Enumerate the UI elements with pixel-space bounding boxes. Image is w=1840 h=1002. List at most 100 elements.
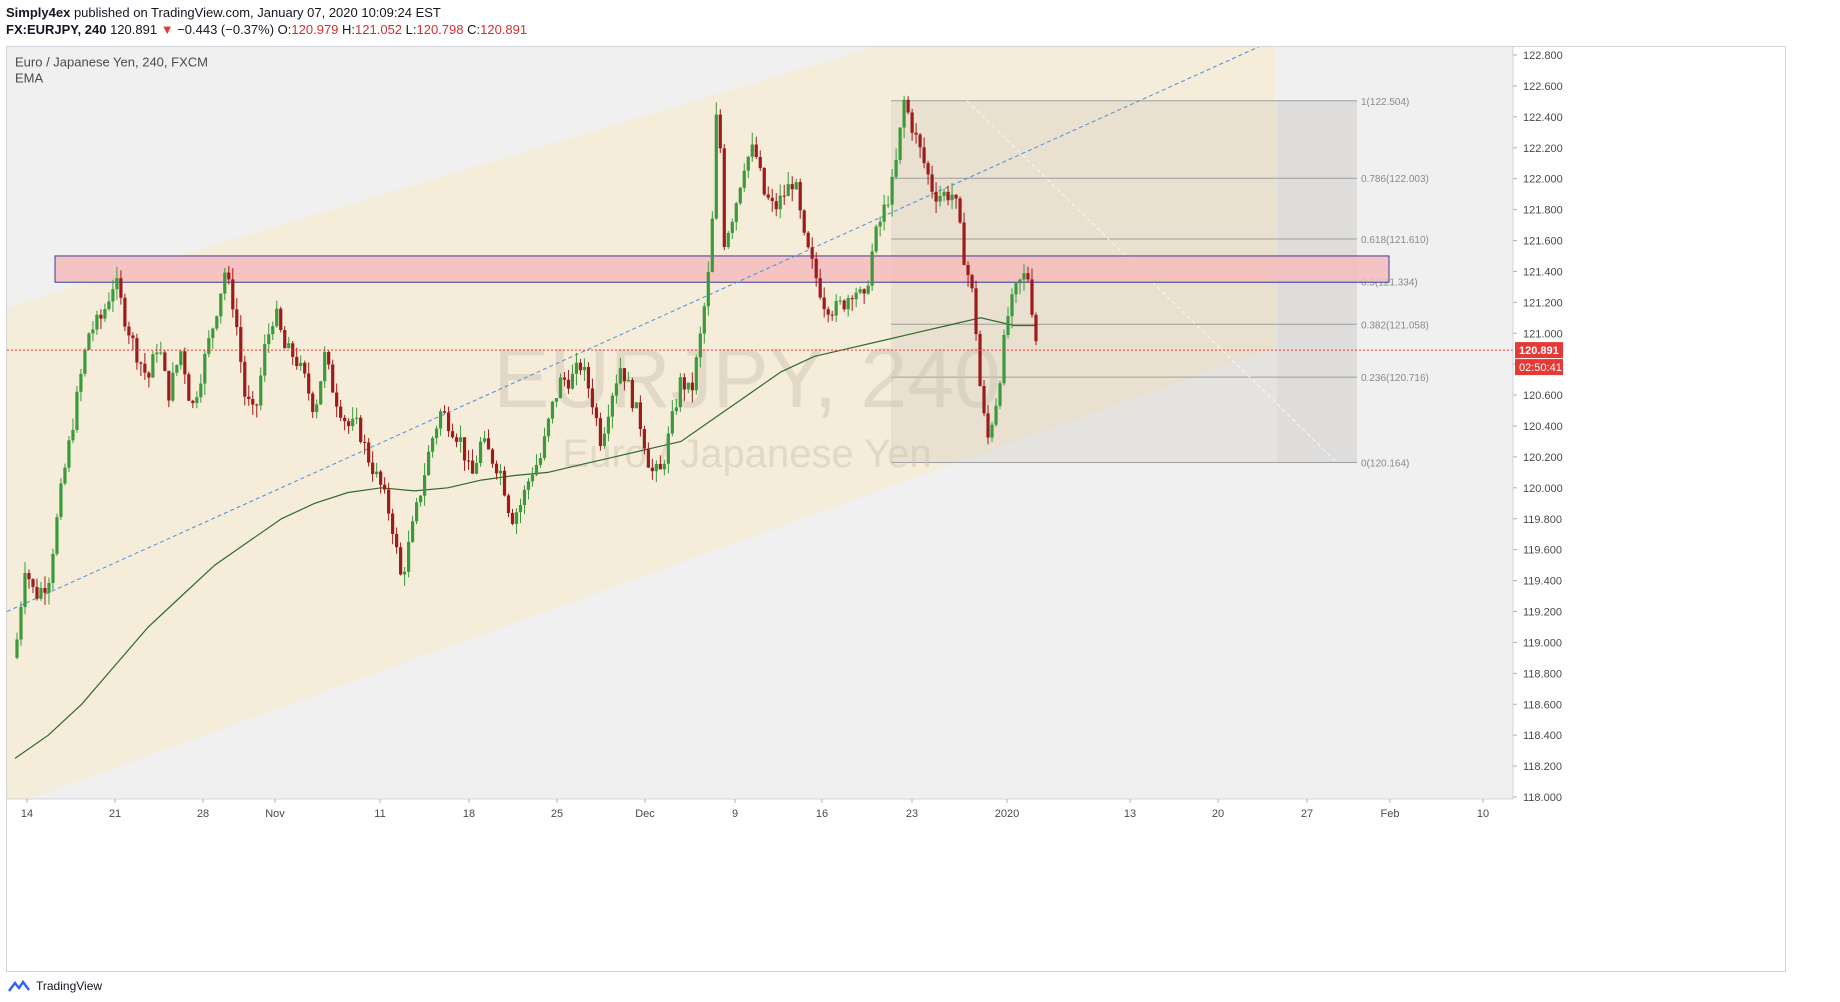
y-tick-label-0: 122.800 [1523, 50, 1563, 62]
legend-indicator[interactable]: EMA [15, 71, 44, 86]
candle-body-165 [674, 407, 678, 412]
candle-body-66 [279, 308, 283, 330]
candle-body-50 [215, 316, 219, 329]
y-tick-label-13: 120.200 [1523, 452, 1563, 464]
publisher-name[interactable]: Simply4ex [6, 5, 71, 20]
candle-body-57 [243, 361, 247, 397]
x-tick-label-5: 18 [463, 808, 475, 820]
tradingview-logo-icon[interactable] [8, 979, 30, 993]
candle-body-142 [582, 366, 587, 371]
candle-body-48 [207, 338, 211, 354]
candle-body-44 [191, 400, 195, 404]
candle-body-81 [339, 406, 343, 418]
candle-body-187 [762, 167, 766, 195]
candle-body-13 [67, 440, 71, 468]
candle-body-31 [139, 362, 143, 364]
candle-body-27 [123, 297, 127, 327]
candle-body-220 [894, 159, 898, 177]
candle-body-216 [878, 221, 882, 227]
candle-body-20 [95, 314, 99, 330]
trendline-layer [7, 47, 1260, 612]
candle-body-4 [31, 579, 35, 587]
legend-instrument[interactable]: Euro / Japanese Yen, 240, FXCM [15, 55, 208, 70]
ema-layer [14, 317, 1038, 759]
last-price-badge [1515, 342, 1563, 359]
candle-body-247 [1002, 335, 1006, 384]
candle-body-136 [558, 377, 563, 399]
candle-body-43 [187, 374, 191, 401]
y-tick-label-2: 122.400 [1523, 112, 1563, 124]
candle-body-138 [566, 379, 571, 389]
candle-body-90 [375, 471, 379, 475]
candle-body-96 [399, 547, 403, 575]
candle-body-202 [822, 297, 826, 310]
candle-body-7 [43, 587, 47, 593]
candle-body-131 [538, 458, 543, 465]
candle-body-47 [203, 353, 207, 384]
candle-body-137 [562, 377, 567, 380]
candle-body-115 [474, 463, 479, 474]
candle-body-172 [702, 306, 706, 334]
candle-body-103 [426, 451, 431, 476]
candle-body-156 [638, 402, 642, 430]
candle-body-53 [227, 272, 231, 280]
candle-body-63 [267, 334, 271, 345]
candle-body-101 [418, 495, 423, 503]
candle-body-241 [978, 334, 982, 387]
brand-label[interactable]: TradingView [36, 979, 103, 993]
candle-body-211 [858, 289, 862, 293]
candles-layer [15, 95, 1038, 660]
last-price: 120.891 [110, 22, 158, 37]
price-chart[interactable]: 1(122.504) 0.786(122.003) 0.618(121.610) 0.… [7, 47, 1786, 972]
candle-body-72 [303, 362, 307, 374]
candle-body-5 [35, 586, 39, 599]
candle-body-71 [299, 362, 303, 367]
y-tick-label-15: 119.800 [1523, 514, 1562, 526]
watermark-layer: EURJPY, 240 Euro / Japanese Yen [493, 331, 1000, 476]
fib-label-0: 1(122.504) [1361, 97, 1409, 108]
candle-body-109 [450, 431, 455, 438]
candle-body-152 [622, 368, 626, 382]
candle-body-133 [546, 418, 551, 437]
y-tick-label-3: 122.200 [1523, 143, 1563, 155]
candle-body-210 [854, 292, 858, 300]
candle-body-100 [414, 502, 419, 522]
candle-body-99 [411, 521, 415, 542]
candle-body-230 [934, 191, 938, 202]
candle-body-49 [211, 328, 215, 339]
candle-body-67 [283, 329, 287, 349]
candle-body-93 [387, 489, 391, 514]
candle-body-12 [63, 467, 67, 484]
x-tick-label-6: 25 [551, 808, 563, 820]
channel-upper-mask [7, 47, 875, 307]
x-tick-label-8: 9 [732, 808, 738, 820]
candle-body-179 [730, 221, 734, 233]
candle-body-51 [219, 293, 223, 317]
candle-body-60 [255, 404, 259, 406]
candle-body-141 [578, 362, 583, 371]
candle-body-237 [962, 222, 966, 265]
candle-body-125 [514, 512, 519, 524]
candle-body-145 [594, 407, 599, 419]
candle-body-134 [550, 401, 555, 419]
ema-line [14, 317, 1038, 759]
candle-body-232 [942, 191, 946, 196]
candle-body-255 [1034, 314, 1038, 342]
y-tick-label-5: 121.800 [1523, 205, 1563, 217]
candle-body-226 [918, 134, 922, 148]
candle-body-219 [890, 176, 894, 205]
candle-body-75 [315, 404, 319, 413]
candle-body-246 [998, 383, 1002, 406]
y-tick-label-24: 118.000 [1523, 792, 1562, 804]
chart-area[interactable]: 1(122.504) 0.786(122.003) 0.618(121.610) 0.… [6, 46, 1786, 972]
candle-body-86 [359, 417, 363, 442]
candle-body-28 [127, 326, 131, 336]
x-tick-label-10: 23 [906, 808, 918, 820]
fib-label-5: 0.236(120.716) [1361, 373, 1429, 384]
candle-body-118 [486, 438, 491, 450]
fib-diagonal [966, 100, 1338, 463]
candle-body-208 [846, 298, 850, 310]
candle-body-135 [554, 398, 559, 402]
candle-body-65 [275, 308, 279, 327]
y-tick-label-21: 118.600 [1523, 699, 1562, 711]
